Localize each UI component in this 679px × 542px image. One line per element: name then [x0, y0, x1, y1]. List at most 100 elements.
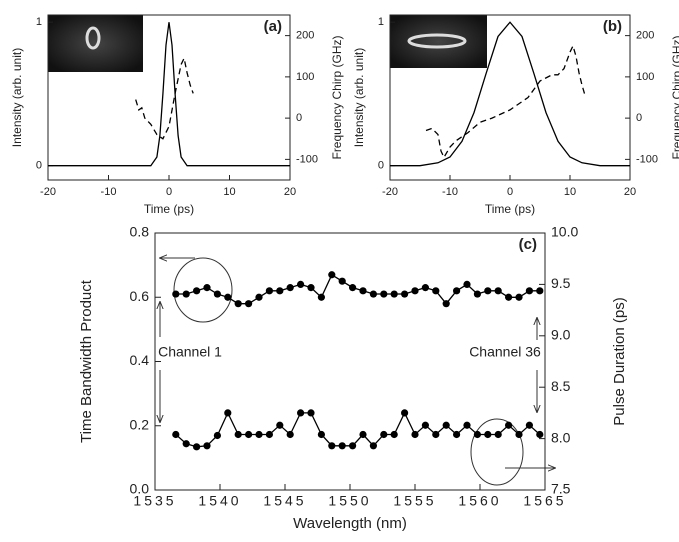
series-line: [425, 44, 586, 159]
x-axis-label: Wavelength (nm): [293, 515, 407, 532]
data-point: [245, 430, 253, 439]
data-point: [484, 430, 492, 439]
data-point: [432, 287, 440, 295]
y2-tick-label: 200: [636, 30, 654, 42]
x-tick-label: 1540: [198, 493, 241, 509]
y2-axis-label: Pulse Duration (ps): [611, 297, 628, 425]
y2-tick-label: 100: [296, 71, 314, 83]
data-point: [172, 290, 180, 298]
data-point: [182, 290, 190, 298]
data-point: [297, 409, 305, 417]
data-point: [328, 271, 336, 279]
data-point: [286, 284, 294, 292]
x-tick-label: -10: [101, 186, 117, 198]
x-tick-label: 1545: [263, 493, 306, 509]
data-point: [359, 287, 367, 295]
data-point: [515, 430, 523, 439]
series-line: [175, 411, 541, 448]
data-point: [484, 287, 492, 295]
data-point: [349, 284, 357, 292]
x-axis-label: Time (ps): [144, 202, 194, 216]
data-point: [380, 430, 388, 439]
data-point: [255, 293, 263, 301]
y2-tick-label: 7.5: [551, 481, 571, 497]
x-tick-label: 10: [223, 186, 235, 198]
data-point: [494, 430, 502, 439]
data-point: [463, 280, 471, 288]
data-point: [525, 421, 534, 429]
panel-label: (a): [264, 18, 282, 35]
x-tick-label: 0: [166, 186, 172, 198]
y-tick-label: 1: [378, 16, 384, 28]
data-point: [411, 287, 419, 295]
data-point: [525, 287, 534, 295]
plot-frame: [154, 232, 546, 491]
y-tick-label: 0.2: [130, 416, 150, 432]
data-point: [505, 293, 513, 301]
data-point: [276, 287, 284, 295]
data-point: [276, 421, 284, 429]
data-point: [390, 430, 398, 439]
x-tick-label: 1535: [133, 493, 176, 509]
data-point: [245, 300, 253, 308]
x-tick-label: -20: [382, 186, 398, 198]
data-point: [182, 440, 190, 448]
y-tick-label: 0.0: [130, 481, 150, 497]
panel-label: (b): [603, 18, 622, 35]
x-tick-label: 1565: [523, 493, 566, 509]
inset-image: [390, 15, 487, 68]
data-point: [369, 290, 377, 298]
series-line: [390, 21, 630, 167]
y2-tick-label: 10.0: [551, 224, 578, 240]
y2-tick-label: 8.5: [551, 378, 571, 394]
data-point: [453, 287, 461, 295]
data-point: [213, 290, 221, 298]
y2-tick-label: -100: [636, 153, 658, 165]
data-point: [463, 421, 471, 429]
data-point: [328, 442, 336, 450]
data-point: [453, 430, 461, 439]
series-line: [48, 22, 290, 167]
data-point: [286, 430, 294, 439]
data-point: [203, 442, 211, 450]
y2-tick-label: 8.0: [551, 429, 571, 445]
data-point: [297, 280, 305, 288]
y2-tick-label: 9.0: [551, 327, 571, 343]
data-point: [172, 430, 180, 439]
annotation: Channel 36: [469, 344, 541, 360]
highlight-circle: [173, 257, 233, 323]
data-point: [369, 442, 377, 450]
y2-tick-label: 200: [296, 30, 314, 42]
data-point: [359, 430, 367, 439]
y-tick-label: 1: [36, 16, 42, 28]
data-point: [411, 430, 419, 439]
y-axis-label: Time Bandwidth Product: [78, 279, 95, 443]
data-point: [536, 287, 544, 295]
annotation: Channel 1: [158, 344, 222, 360]
data-point: [203, 284, 211, 292]
y-tick-label: 0.4: [130, 352, 150, 368]
data-point: [224, 409, 232, 417]
x-tick-label: 1550: [328, 493, 371, 509]
data-point: [234, 300, 242, 308]
y-tick-label: 0.8: [130, 224, 150, 240]
data-point: [536, 430, 544, 439]
data-point: [505, 421, 513, 429]
data-point: [213, 431, 221, 440]
data-point: [317, 430, 325, 439]
data-point: [265, 287, 273, 295]
data-point: [224, 293, 232, 301]
y-axis-label: Intensity (arb. unit): [10, 48, 24, 147]
data-point: [307, 284, 315, 292]
data-point: [421, 421, 429, 429]
data-point: [442, 421, 450, 429]
data-point: [442, 300, 450, 308]
data-point: [338, 277, 346, 285]
y-tick-label: 0.6: [130, 288, 150, 304]
data-point: [473, 430, 481, 439]
data-point: [193, 287, 201, 295]
y2-axis-label: Frequency Chirp (GHz): [670, 35, 679, 159]
x-axis-label: Time (ps): [485, 202, 535, 216]
data-point: [432, 430, 440, 439]
